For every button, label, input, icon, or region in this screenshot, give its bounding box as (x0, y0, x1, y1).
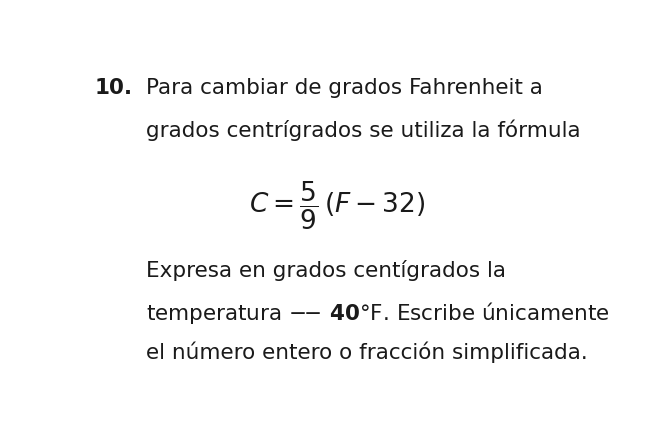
Text: 10.: 10. (95, 78, 133, 98)
Text: Expresa en grados centígrados la: Expresa en grados centígrados la (146, 260, 506, 281)
Text: $C = \dfrac{5}{9}\,(F - 32)$: $C = \dfrac{5}{9}\,(F - 32)$ (249, 179, 426, 232)
Text: grados centrígrados se utiliza la fórmula: grados centrígrados se utiliza la fórmul… (146, 119, 580, 140)
Text: temperatura $-\!\!-\,\mathbf{40}$°F. Escribe únicamente: temperatura $-\!\!-\,\mathbf{40}$°F. Esc… (146, 300, 609, 326)
Text: el número entero o fracción simplificada.: el número entero o fracción simplificada… (146, 341, 588, 363)
Text: Para cambiar de grados Fahrenheit a: Para cambiar de grados Fahrenheit a (146, 78, 543, 98)
